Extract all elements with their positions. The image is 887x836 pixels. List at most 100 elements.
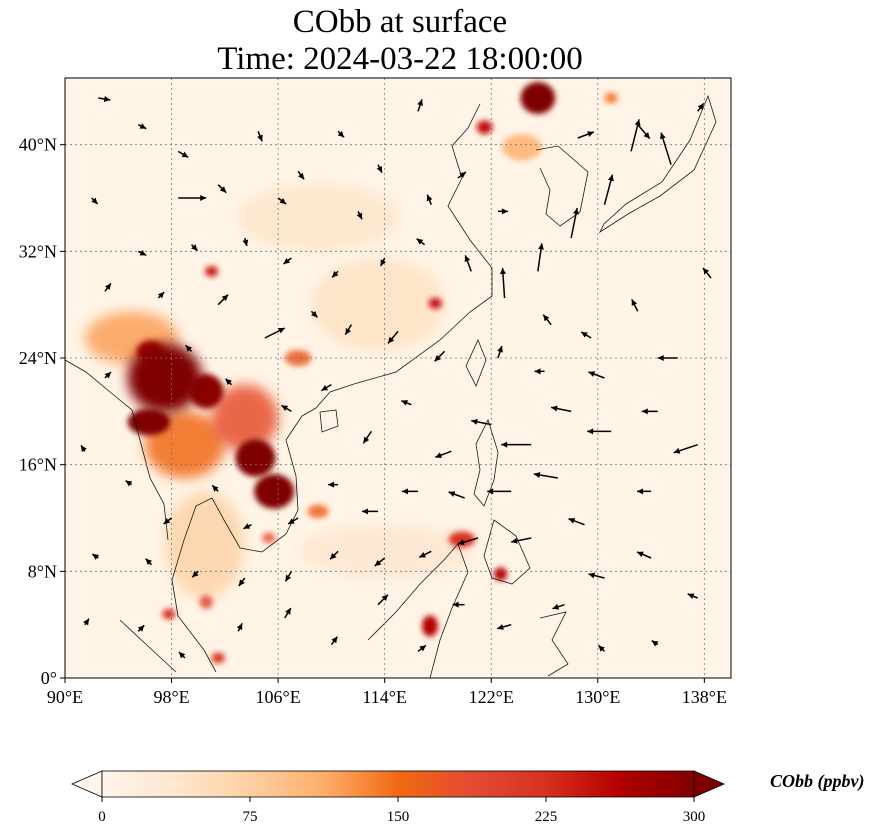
wind-vector-arrow — [374, 557, 386, 567]
wind-vector-arrow — [377, 594, 389, 606]
wind-vector-arrow — [329, 550, 339, 560]
lon-tick-label: 138°E — [682, 687, 727, 707]
wind-vector-arrow — [242, 237, 249, 247]
wind-vector-arrow — [416, 238, 426, 246]
wind-vector-arrow — [497, 345, 503, 359]
lon-tick-label: 114°E — [362, 687, 407, 707]
wind-vector-arrow — [91, 197, 99, 205]
map-axes: 90°E 98°E 106°E 114°E 122°E 130°E 138°E 0° 8°N 16… — [19, 135, 727, 707]
wind-vector-arrow — [580, 331, 592, 339]
wind-vector-arrow — [191, 570, 199, 578]
wind-vector-arrow — [211, 484, 219, 492]
wind-vector-arrow — [98, 96, 111, 102]
wind-vector-arrow — [533, 472, 558, 479]
wind-vector-arrow — [321, 384, 332, 392]
wind-vector-arrow — [83, 618, 90, 626]
lon-tick-label: 122°E — [469, 687, 514, 707]
cobb-hotspot — [211, 384, 279, 452]
lon-tick-label: 90°E — [47, 687, 83, 707]
wind-vector-arrow — [80, 444, 87, 452]
wind-vector-arrow — [511, 537, 532, 544]
wind-vector-arrow — [224, 378, 233, 386]
colorbar-extend-low — [70, 770, 103, 798]
colorbar-tick-label: 300 — [683, 809, 706, 825]
wind-vector-arrow — [191, 244, 199, 252]
lon-tick-label: 98°E — [153, 687, 189, 707]
wind-vector-arrow — [542, 314, 552, 326]
colorbar-gradient — [101, 770, 695, 798]
wind-vector-arrow — [702, 267, 712, 279]
cobb-hotspot — [493, 567, 508, 581]
wind-vector-arrow — [284, 570, 293, 582]
wind-vector-arrow — [104, 371, 112, 379]
map-title: CObb at surface — [292, 4, 508, 40]
wind-vector-arrow — [464, 255, 472, 272]
wind-vector-arrow — [497, 623, 512, 630]
colorbar-tick-label: 0 — [98, 809, 106, 825]
wind-vector-arrow — [362, 430, 372, 444]
cobb-hotspot — [204, 266, 219, 277]
wind-vector-arrow — [471, 418, 492, 426]
burma-coastline — [65, 359, 169, 541]
wind-vector-arrow — [637, 124, 651, 140]
wind-vector-arrow — [687, 593, 698, 600]
wind-vector-arrow — [243, 523, 252, 530]
cobb-hotspot — [428, 298, 442, 309]
cobb-hotspot — [604, 92, 618, 104]
wind-vector-arrow — [257, 131, 263, 142]
wind-vector-arrow — [587, 428, 612, 435]
wind-vector-arrow — [434, 350, 446, 362]
lon-tick-label: 106°E — [256, 687, 301, 707]
cobb-hotspot — [311, 258, 445, 352]
wind-vector-arrow — [631, 298, 639, 312]
cobb-hotspot — [520, 82, 556, 114]
wind-vector-arrow — [380, 257, 387, 267]
wind-vector-arrow — [417, 644, 427, 652]
wind-vector-arrow — [137, 249, 147, 257]
wind-vector-arrow — [651, 640, 659, 647]
taiwan-coastline — [465, 338, 487, 387]
wind-vector-arrow — [287, 517, 299, 525]
colorbar: 0 75 150 225 300 CObb (ppbv) — [70, 770, 864, 825]
wind-vector-arrow — [552, 603, 565, 610]
wind-vector-arrow — [185, 344, 193, 352]
wind-vector-arrow — [401, 488, 418, 495]
wind-vector-arrow — [337, 130, 345, 138]
lat-tick-label: 32°N — [19, 241, 57, 261]
cobb-hotspot — [476, 120, 493, 134]
wind-vector-arrow — [330, 636, 338, 646]
cobb-hotspot — [262, 532, 276, 544]
lat-tick-label: 8°N — [28, 561, 57, 581]
lat-tick-label: 0° — [41, 668, 57, 688]
colorbar-tick-label: 150 — [387, 809, 410, 825]
wind-vector-arrow — [641, 408, 658, 415]
wind-vector-arrow — [588, 371, 605, 379]
cobb-hotspot — [164, 491, 245, 598]
cobb-hotspot — [199, 595, 213, 609]
wind-vector-arrow — [387, 330, 399, 344]
colorbar-ticks: 0 75 150 225 300 — [98, 797, 705, 825]
cobb-hotspot — [254, 474, 295, 509]
wind-vector-arrow — [448, 491, 465, 499]
cobb-hotspot — [307, 504, 329, 518]
sumatra-coastline — [119, 619, 177, 673]
cobb-hotspot — [211, 652, 225, 664]
wind-vector-arrow — [217, 184, 227, 194]
wind-vector-arrow — [362, 508, 379, 515]
wind-vector-arrow — [637, 488, 652, 495]
wind-vector-arrow — [487, 488, 512, 495]
colorbar-extend-high — [693, 770, 726, 798]
indochina-coastline — [171, 415, 303, 673]
philippines-south-coastline — [483, 519, 531, 585]
wind-vector-arrow — [659, 132, 672, 165]
wind-vector-arrow — [91, 553, 99, 560]
wind-vector-arrow — [328, 481, 339, 488]
korea-coastline — [535, 145, 589, 227]
wind-vector-arrow — [551, 405, 572, 413]
sulawesi-coastline — [539, 611, 569, 677]
cobb-hotspot — [127, 343, 203, 413]
wind-vector-arrow — [588, 572, 605, 579]
lat-tick-label: 24°N — [19, 348, 57, 368]
wind-vector-arrow — [499, 267, 506, 299]
